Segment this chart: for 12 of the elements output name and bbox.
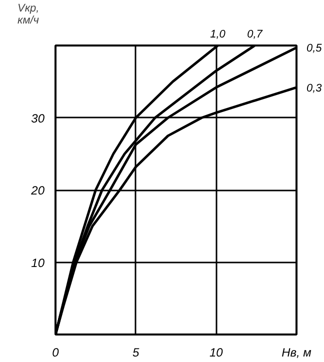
series-label: 0,5 — [306, 42, 323, 55]
y-tick-label: 20 — [30, 184, 45, 198]
series-label: 1,0 — [210, 28, 226, 40]
x-tick-label: 0 — [52, 346, 60, 360]
x-tick-label: 5 — [132, 346, 140, 360]
series-label: 0,3 — [306, 82, 323, 94]
y-tick-label: 30 — [31, 111, 45, 126]
y-axis-title: Vкр, км/ч — [18, 2, 40, 26]
x-tick-label: 10 — [209, 346, 224, 360]
y-tick-label: 10 — [31, 256, 45, 270]
x-axis-title: Hв, м — [282, 346, 312, 360]
series-label: 0,7 — [247, 28, 264, 40]
